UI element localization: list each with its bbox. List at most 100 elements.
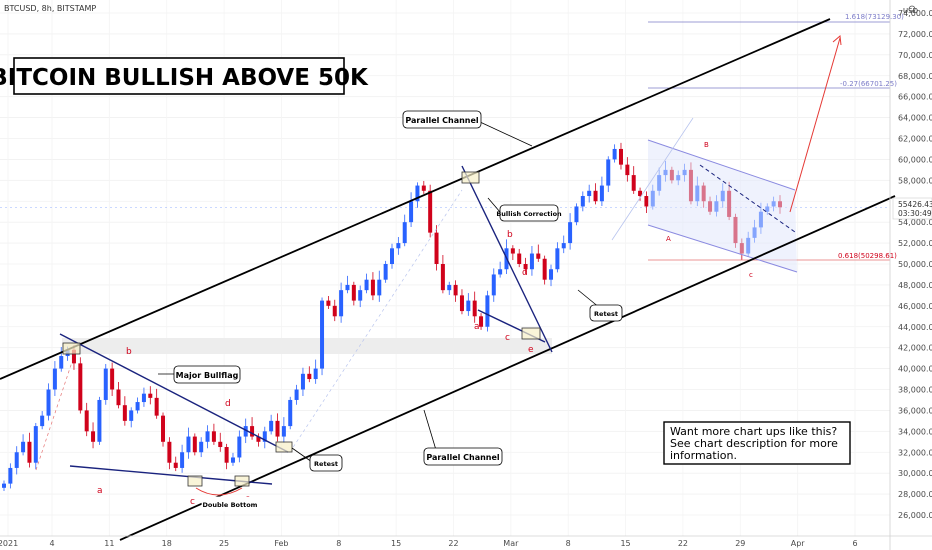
y-tick-label: 46,000.00: [898, 302, 932, 311]
currency-label: USD: [903, 7, 918, 15]
y-tick-label: 60,000.00: [898, 155, 932, 164]
callout-retest-1-text: Retest: [314, 460, 338, 468]
candle-body: [224, 447, 229, 463]
y-tick-label: 48,000.00: [898, 281, 932, 290]
highlight-box: [461, 171, 480, 184]
callout-parallel-bottom: Parallel Channel: [423, 409, 503, 466]
correction-dashed-line: [699, 164, 796, 233]
candle-body: [243, 426, 248, 437]
callout-bullish-correction: Bullish Correction: [487, 197, 562, 222]
wave-label: e: [528, 345, 534, 355]
candle-body: [148, 393, 153, 398]
callout-major-bullflag-text: Major Bullflag: [176, 371, 239, 380]
callout-parallel-bottom-text: Parallel Channel: [426, 453, 500, 462]
double-bottom-arc: [195, 487, 243, 496]
candle-body: [561, 243, 566, 249]
info-line-2: See chart description for more: [670, 437, 838, 450]
callout-retest-2-text: Retest: [594, 310, 618, 318]
candle-body: [606, 159, 611, 186]
candle-body: [542, 258, 547, 280]
candle-body: [97, 399, 102, 442]
candle-body: [161, 415, 166, 442]
x-axis[interactable]: 2021 4 11 18 25 Feb 8 15 22 Mar 8 15 22 29 Apr 6: [0, 535, 932, 548]
highlight-box: [234, 475, 250, 487]
callout-parallel-top-text: Parallel Channel: [405, 116, 479, 125]
x-tick-label: 22: [678, 539, 688, 548]
candle-body: [421, 185, 426, 191]
info-line-3: information.: [670, 449, 737, 462]
resistance-zone: [62, 338, 552, 354]
candle-body: [453, 284, 458, 296]
candle-body: [262, 431, 267, 442]
y-tick-label: 70,000.00: [898, 51, 932, 60]
callout-retest-2: Retest: [577, 289, 623, 322]
candle-body: [498, 269, 503, 275]
price-tag-countdown: 03:30:49: [898, 209, 932, 218]
candle-body: [307, 373, 312, 380]
correction-thin-line: [611, 117, 694, 241]
candle-body: [173, 462, 178, 468]
candle-body: [555, 248, 560, 270]
candle-body: [275, 420, 280, 437]
highlight-box: [275, 441, 293, 453]
callout-parallel-top: Parallel Channel: [402, 110, 533, 147]
x-tick-label: 8: [336, 539, 341, 548]
candle-body: [269, 420, 274, 432]
y-tick-label: 64,000.00: [898, 114, 932, 123]
candle-body: [612, 148, 617, 160]
candle-body: [523, 264, 528, 270]
candle-body: [593, 190, 598, 202]
highlight-box: [521, 327, 541, 340]
y-tick-label: 26,000.00: [898, 511, 932, 520]
candle-body: [472, 300, 477, 317]
candle-body: [288, 399, 293, 427]
candle-body: [294, 389, 299, 400]
candle-body: [129, 410, 134, 421]
y-tick-label: 28,000.00: [898, 490, 932, 499]
candle-body: [345, 284, 350, 291]
candle-body: [644, 196, 649, 207]
y-tick-label: 32,000.00: [898, 448, 932, 457]
candle-body: [14, 452, 19, 468]
candle-body: [440, 264, 445, 291]
candle-body: [447, 284, 452, 291]
candle-body: [91, 431, 96, 442]
y-tick-label: 74,000.00: [898, 9, 932, 18]
wave-label: d: [522, 268, 528, 278]
helper-dash-1: [35, 361, 73, 471]
y-tick-label: 52,000.00: [898, 239, 932, 248]
candle-body: [377, 279, 382, 296]
wave-label: b: [126, 347, 132, 357]
candle-body: [21, 441, 26, 453]
y-tick-label: 34,000.00: [898, 427, 932, 436]
symbol-header: BTCUSD, 8h, BITSTAMP: [4, 4, 96, 13]
bullflag-top-line: [59, 333, 289, 453]
candle-body: [52, 368, 57, 390]
candle-body: [71, 349, 76, 364]
fib-027-label: -0.27(66701.25): [840, 80, 897, 88]
wave-label: c: [190, 497, 195, 507]
settings-icon[interactable]: [908, 5, 916, 13]
candle-body: [409, 201, 414, 223]
helper-dash-2: [289, 189, 463, 453]
candle-body: [103, 368, 108, 400]
candle-body: [186, 436, 191, 453]
candle-body: [568, 222, 573, 244]
wave-label: A: [666, 235, 671, 243]
y-tick-label: 72,000.00: [898, 30, 932, 39]
callout-major-bullflag: Major Bullflag: [158, 365, 241, 384]
y-tick-label: 58,000.00: [898, 176, 932, 185]
candle-body: [536, 253, 541, 259]
candle-body: [192, 436, 197, 453]
info-box: Want more chart ups like this? See chart…: [663, 421, 851, 465]
y-tick-label: 66,000.00: [898, 93, 932, 102]
candle-body: [618, 148, 623, 165]
wave-label: d: [225, 399, 231, 409]
candle-body: [466, 300, 471, 312]
x-tick-label: Mar: [503, 539, 519, 548]
parallel-channel-top: [0, 18, 831, 380]
price-tag-price: 55426.43: [898, 200, 932, 209]
candle-body: [300, 373, 305, 390]
callout-retest-1: Retest: [291, 447, 343, 472]
